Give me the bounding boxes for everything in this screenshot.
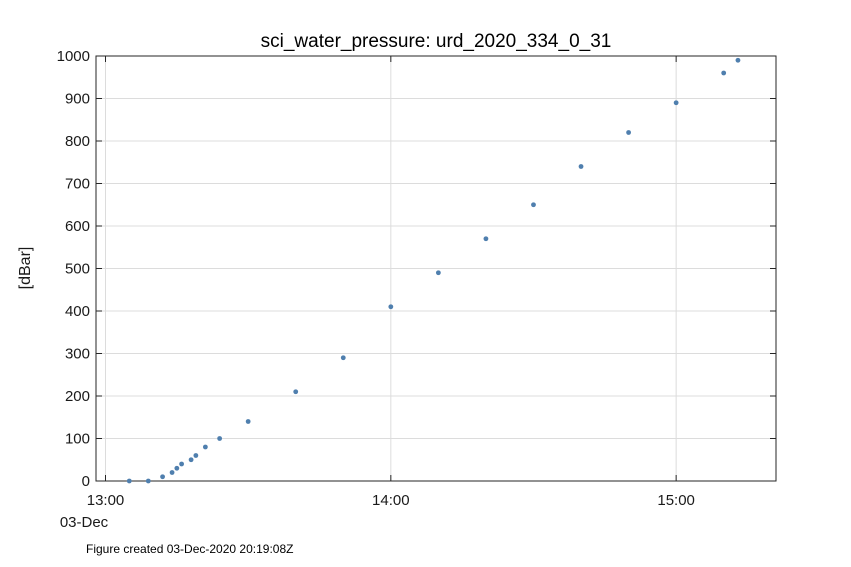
data-point: [188, 457, 194, 463]
y-tick-label: 800: [65, 133, 90, 150]
x-axis: 13:00 14:00 15:00: [87, 56, 695, 509]
data-point: [145, 478, 151, 484]
x-axis-date-label: 03-Dec: [60, 514, 109, 531]
data-series: [126, 57, 741, 484]
data-point: [626, 130, 631, 135]
y-tick-label: 500: [65, 261, 90, 278]
y-tick-label: 700: [65, 176, 90, 193]
data-point: [435, 270, 441, 276]
grid: [96, 56, 776, 481]
y-tick-label: 0: [82, 473, 90, 490]
data-point: [293, 389, 299, 395]
y-tick-label: 200: [65, 388, 90, 405]
data-point: [126, 478, 132, 484]
data-point: [174, 465, 180, 471]
y-tick-label: 600: [65, 218, 90, 235]
y-tick-label: 300: [65, 346, 90, 363]
data-point: [193, 453, 199, 458]
y-tick-label: 1000: [57, 48, 90, 65]
figure-created-note: Figure created 03-Dec-2020 20:19:08Z: [86, 542, 294, 556]
data-point: [531, 202, 536, 208]
data-point: [721, 70, 727, 76]
y-tick-label: 900: [65, 91, 90, 108]
y-tick-label: 400: [65, 303, 90, 320]
data-point: [245, 419, 251, 424]
data-point: [340, 355, 346, 361]
data-point: [217, 436, 223, 441]
y-tick-label: 100: [65, 431, 90, 448]
y-axis: 0 100 200 300 400 500 600 700 800 900 1000: [57, 48, 776, 490]
x-tick-label: 14:00: [372, 492, 410, 509]
data-point: [160, 474, 165, 480]
data-point: [179, 461, 184, 467]
x-tick-label: 15:00: [657, 492, 695, 509]
data-point: [202, 444, 208, 450]
data-point: [388, 304, 394, 310]
data-point: [169, 470, 175, 475]
chart-title: sci_water_pressure: urd_2020_334_0_31: [261, 31, 612, 52]
data-point: [483, 236, 489, 242]
data-point: [735, 57, 741, 63]
data-point: [673, 100, 679, 106]
x-tick-label: 13:00: [87, 492, 125, 509]
data-point: [578, 164, 584, 169]
y-axis-label: [dBar]: [17, 247, 34, 290]
